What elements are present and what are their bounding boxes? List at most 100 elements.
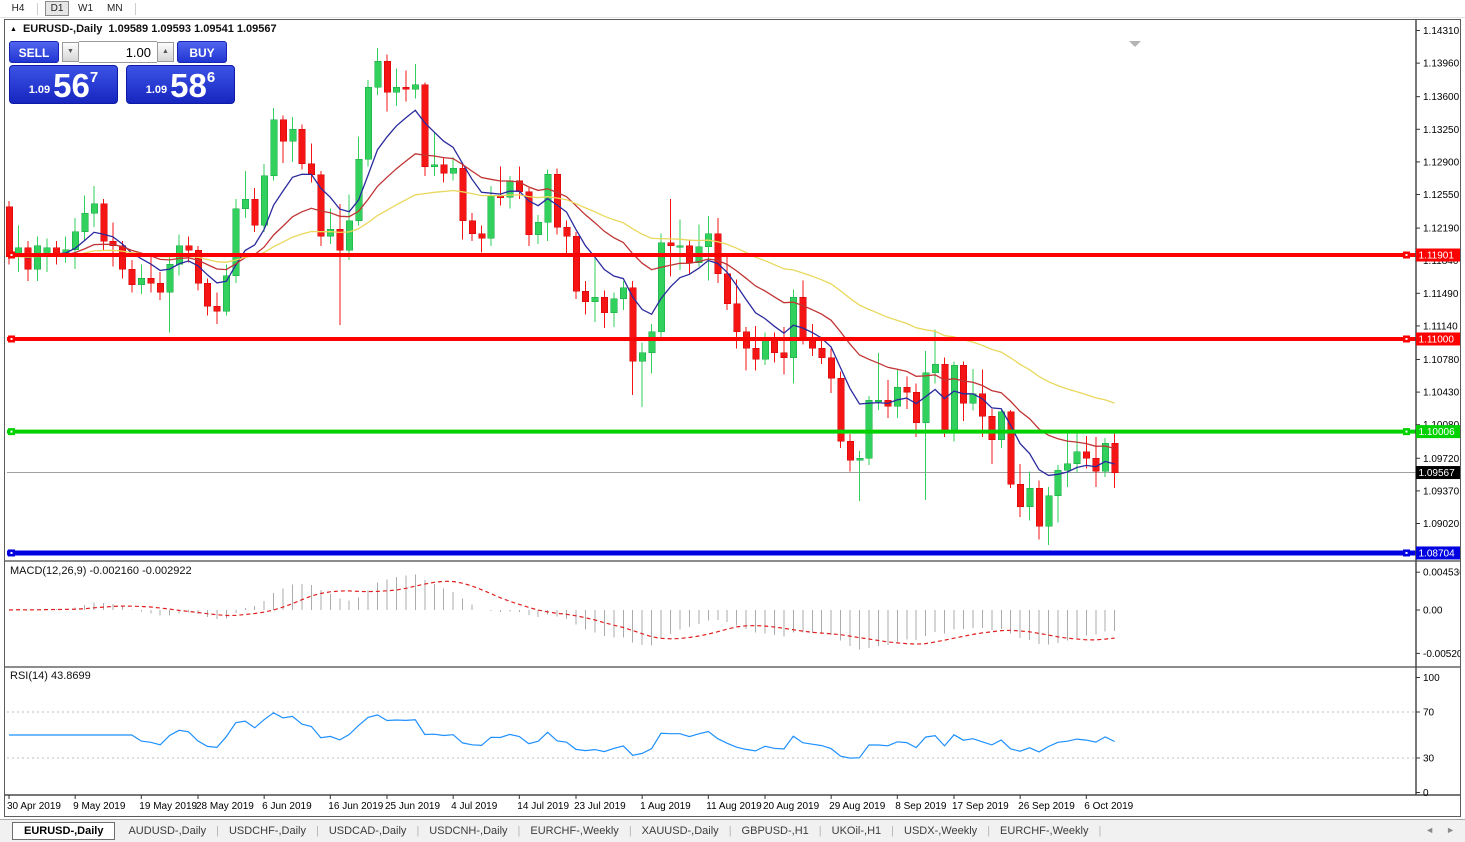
tab-gbpusd-h1[interactable]: GBPUSD-,H1	[741, 825, 809, 837]
timeframe-button-d1[interactable]: D1	[45, 1, 69, 16]
scroll-left-icon[interactable]: ◄	[1425, 825, 1435, 835]
rsi-tick-label: 100	[1423, 673, 1440, 684]
date-tick-label: 6 Jun 2019	[262, 801, 312, 812]
price-level-tag-1.09567: 1.09567	[1416, 466, 1460, 480]
buy-price-pips: 58	[170, 66, 207, 104]
buy-price-point: 6	[206, 69, 216, 86]
chart-header: ▲ EURUSD-,Daily 1.09589 1.09593 1.09541 …	[10, 23, 277, 35]
chart-tab-bar: EURUSD-,Daily AUDUSD-,Daily | USDCHF-,Daily…	[0, 819, 1465, 842]
rsi-indicator-label: RSI(14) 43.8699	[10, 670, 91, 682]
volume-increase-button[interactable]: ▲	[157, 42, 174, 62]
chart-window: 1.14310 1.13960 1.13600 1.13250 1.12900 1.125…	[4, 19, 1461, 817]
buy-button[interactable]: BUY	[177, 41, 227, 63]
price-level-tag-1.11000: 1.11000	[1416, 332, 1460, 346]
rsi-line	[9, 712, 1115, 759]
timeframe-toolbar: H4 D1 W1 MN	[0, 0, 1465, 18]
date-tick-label: 8 Sep 2019	[895, 801, 947, 812]
tab-xauusd-daily[interactable]: XAUUSD-,Daily	[641, 825, 719, 837]
date-tick-label: 17 Sep 2019	[952, 801, 1009, 812]
tab-audusd-daily[interactable]: AUDUSD-,Daily	[128, 825, 207, 837]
sell-button[interactable]: SELL	[9, 41, 59, 63]
price-tick-label: 1.09370	[1423, 486, 1460, 497]
macd-signal-line	[8, 580, 1115, 645]
chevron-up-icon: ▲	[162, 48, 169, 55]
date-tick-label: 30 Apr 2019	[7, 801, 61, 812]
date-tick-label: 4 Jul 2019	[451, 801, 498, 812]
date-tick-label: 20 Aug 2019	[763, 801, 820, 812]
buy-quote-tile[interactable]: 1.09 58 6	[126, 65, 235, 104]
price-tick-label: 1.12900	[1423, 157, 1460, 168]
hline-1.11901[interactable]	[7, 251, 1416, 259]
tab-separator: |	[728, 825, 732, 837]
macd-tick-label: 0.00	[1423, 606, 1443, 617]
tab-ukoil-h1[interactable]: UKOil-,H1	[831, 825, 882, 837]
tab-eurchf-weekly[interactable]: EURCHF-,Weekly	[1000, 825, 1089, 837]
tab-eurusd-daily[interactable]: EURUSD-,Daily	[12, 822, 116, 840]
tab-separator: |	[987, 825, 991, 837]
hline-1.08704[interactable]	[7, 549, 1416, 557]
date-tick-label: 9 May 2019	[73, 801, 126, 812]
toolbar-separator	[134, 2, 136, 15]
tab-usdcnh-daily[interactable]: USDCNH-,Daily	[429, 825, 508, 837]
tab-separator: |	[517, 825, 521, 837]
price-level-tag-label: 1.11901	[1419, 251, 1455, 262]
macd-indicator-label: MACD(12,26,9) -0.002160 -0.002922	[10, 565, 192, 577]
date-tick-label: 25 Jun 2019	[385, 801, 440, 812]
price-tick-label: 1.09020	[1423, 519, 1460, 530]
tab-separator: |	[216, 825, 219, 837]
ma-line-20	[8, 153, 1115, 450]
price-chart[interactable]: 1.14310 1.13960 1.13600 1.13250 1.12900 1.125…	[5, 20, 1460, 816]
price-tick-label: 1.10780	[1423, 355, 1460, 366]
timeframe-button-w1[interactable]: W1	[73, 1, 98, 16]
tab-usdcad-daily[interactable]: USDCAD-,Daily	[328, 825, 407, 837]
price-level-tag-1.11901: 1.11901	[1416, 248, 1460, 262]
rsi-tick-label: 0	[1423, 788, 1429, 799]
tab-separator: |	[416, 825, 420, 837]
price-tick-label: 1.13250	[1423, 125, 1460, 136]
rsi-tick-label: 70	[1423, 708, 1435, 719]
sell-price-point: 7	[89, 69, 99, 86]
chevron-down-icon: ▼	[67, 48, 74, 55]
tab-separator: |	[628, 825, 632, 837]
ma-line-8	[8, 109, 1115, 477]
date-tick-label: 14 Jul 2019	[517, 801, 569, 812]
date-tick-label: 26 Sep 2019	[1018, 801, 1075, 812]
price-level-tag-label: 1.08704	[1419, 548, 1456, 559]
price-tick-label: 1.13600	[1423, 92, 1460, 103]
price-level-tag-1.08704: 1.08704	[1416, 546, 1460, 560]
scroll-right-icon[interactable]: ►	[1446, 825, 1455, 835]
tab-separator: |	[1098, 825, 1102, 837]
macd-histogram	[17, 574, 1116, 650]
collapse-panel-icon[interactable]: ▲	[10, 25, 17, 33]
price-tick-label: 1.12190	[1423, 224, 1460, 235]
timeframe-button-mn[interactable]: MN	[102, 1, 128, 16]
date-tick-label: 6 Oct 2019	[1084, 801, 1133, 812]
price-tick-label: 1.11490	[1423, 289, 1459, 300]
price-level-tag-label: 1.09567	[1419, 468, 1456, 479]
volume-input[interactable]	[79, 41, 157, 63]
volume-decrease-button[interactable]: ▼	[62, 42, 79, 62]
price-level-tag-1.10006: 1.10006	[1416, 425, 1460, 439]
sell-price-pips: 56	[53, 66, 90, 104]
price-tick-label: 1.10430	[1423, 388, 1460, 399]
price-tick-label: 1.09720	[1423, 454, 1460, 465]
price-level-tag-label: 1.10006	[1419, 427, 1456, 438]
price-tick-label: 1.13960	[1423, 59, 1460, 70]
sell-quote-tile[interactable]: 1.09 56 7	[9, 65, 118, 104]
price-tick-label: 1.11140	[1423, 321, 1458, 332]
one-click-trading-panel: SELL ▼ ▲ BUY 1.09 56 7 1.09 58 6	[9, 41, 235, 104]
hline-1.11000[interactable]	[7, 335, 1416, 343]
hline-1.10006[interactable]	[7, 428, 1416, 436]
buy-price-base: 1.09	[145, 84, 168, 96]
chart-shift-marker-icon[interactable]	[1129, 41, 1141, 47]
chart-quote-line: 1.09589 1.09593 1.09541 1.09567	[108, 23, 277, 35]
price-tick-label: 1.12550	[1423, 190, 1460, 201]
timeframe-button-h4[interactable]: H4	[6, 1, 30, 16]
toolbar-separator	[37, 2, 38, 15]
macd-tick-label: 0.004536	[1423, 568, 1460, 579]
tab-usdchf-daily[interactable]: USDCHF-,Daily	[228, 825, 306, 837]
tab-usdx-weekly[interactable]: USDX-,Weekly	[904, 825, 978, 837]
tab-eurchf-weekly[interactable]: EURCHF-,Weekly	[530, 825, 619, 837]
price-tick-label: 1.14310	[1423, 26, 1460, 37]
